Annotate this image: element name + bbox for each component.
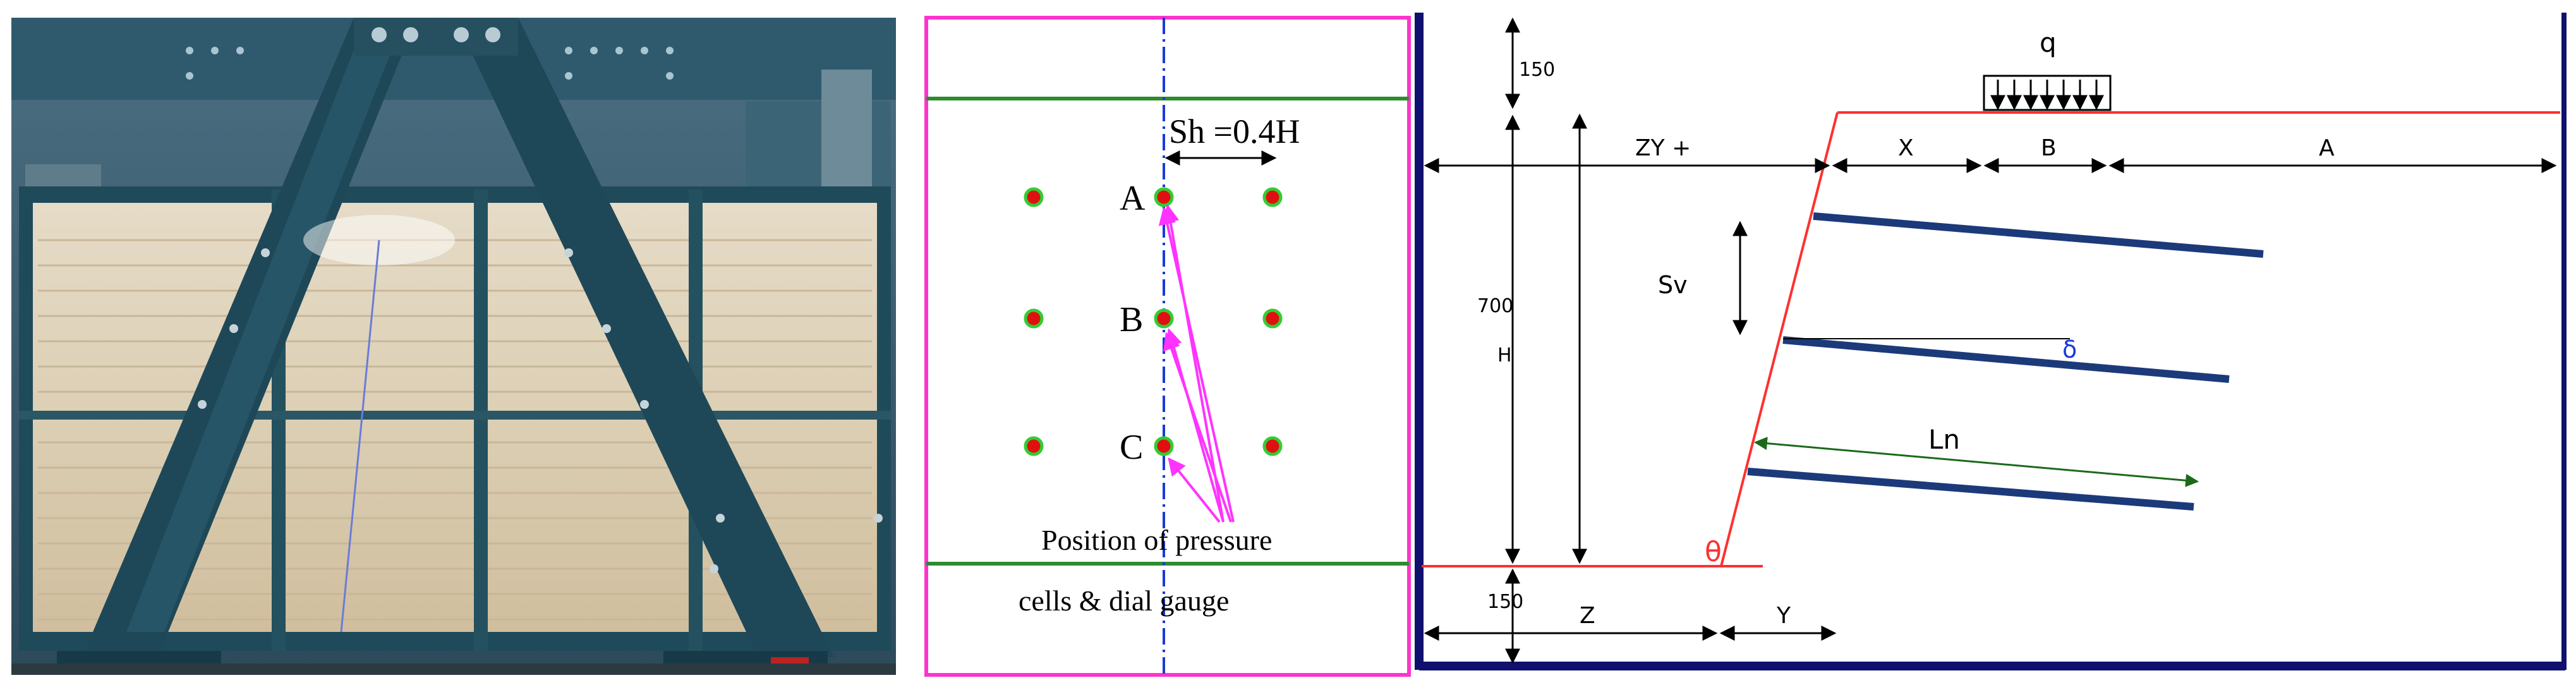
plan-caption-line2: cells & dial gauge <box>1019 585 1229 617</box>
plan-view-panel: Sh =0.4H A B C Position of pressure cell… <box>924 16 1411 677</box>
plan-caption-line1: Position of pressure <box>1041 524 1272 556</box>
reinforcement-layer-2 <box>1782 336 2230 383</box>
sv-label: Sv <box>1658 271 1688 299</box>
ln-label: Ln <box>1928 424 1960 455</box>
top-150-label: 150 <box>1519 59 1555 81</box>
section-view-panel: q θ δ Sv Ln ZY + X B A 150 700 H <box>1415 13 2567 670</box>
pressure-cell-dot <box>1024 187 1044 207</box>
pressure-cell-dot <box>1024 308 1044 329</box>
point-label-b: B <box>1120 300 1143 339</box>
test-frame-photo <box>11 18 896 675</box>
theta-label: θ <box>1705 536 1722 568</box>
load-label-q: q <box>2040 27 2057 58</box>
h-value-label: 700 <box>1477 295 1513 317</box>
pressure-cell-dot <box>1154 187 1174 207</box>
pointer-arrows <box>1158 204 1235 523</box>
load-arrows <box>1990 80 2104 111</box>
pressure-cell-dot <box>1262 436 1283 456</box>
b-label: B <box>2041 135 2057 161</box>
point-label-c: C <box>1120 428 1143 467</box>
reinforcement-layer-1 <box>1813 212 2264 258</box>
x-label: X <box>1898 135 1914 161</box>
point-label-a: A <box>1120 179 1146 218</box>
sh-label: Sh =0.4H <box>1169 112 1300 150</box>
z-label: Z <box>1580 603 1595 629</box>
ln-dimension-arrow <box>1753 437 2199 487</box>
pressure-cell-dot <box>1262 308 1283 329</box>
a-label: A <box>2319 135 2335 161</box>
pressure-cell-dot <box>1024 436 1044 456</box>
bottom-150-label: 150 <box>1487 591 1523 613</box>
plan-view-border <box>924 16 1411 677</box>
wall-facing <box>1720 112 1839 567</box>
pressure-cell-dot <box>1154 436 1174 456</box>
delta-label: δ <box>2062 336 2077 363</box>
pressure-cell-dot <box>1154 308 1174 329</box>
zy-label: ZY + <box>1635 135 1691 161</box>
reinforcement-layer-3 <box>1747 468 2194 511</box>
pressure-cell-dot <box>1262 187 1283 207</box>
y-label: Y <box>1776 603 1791 629</box>
h-letter-label: H <box>1497 344 1512 367</box>
pressure-cell-grid <box>1024 187 1283 456</box>
